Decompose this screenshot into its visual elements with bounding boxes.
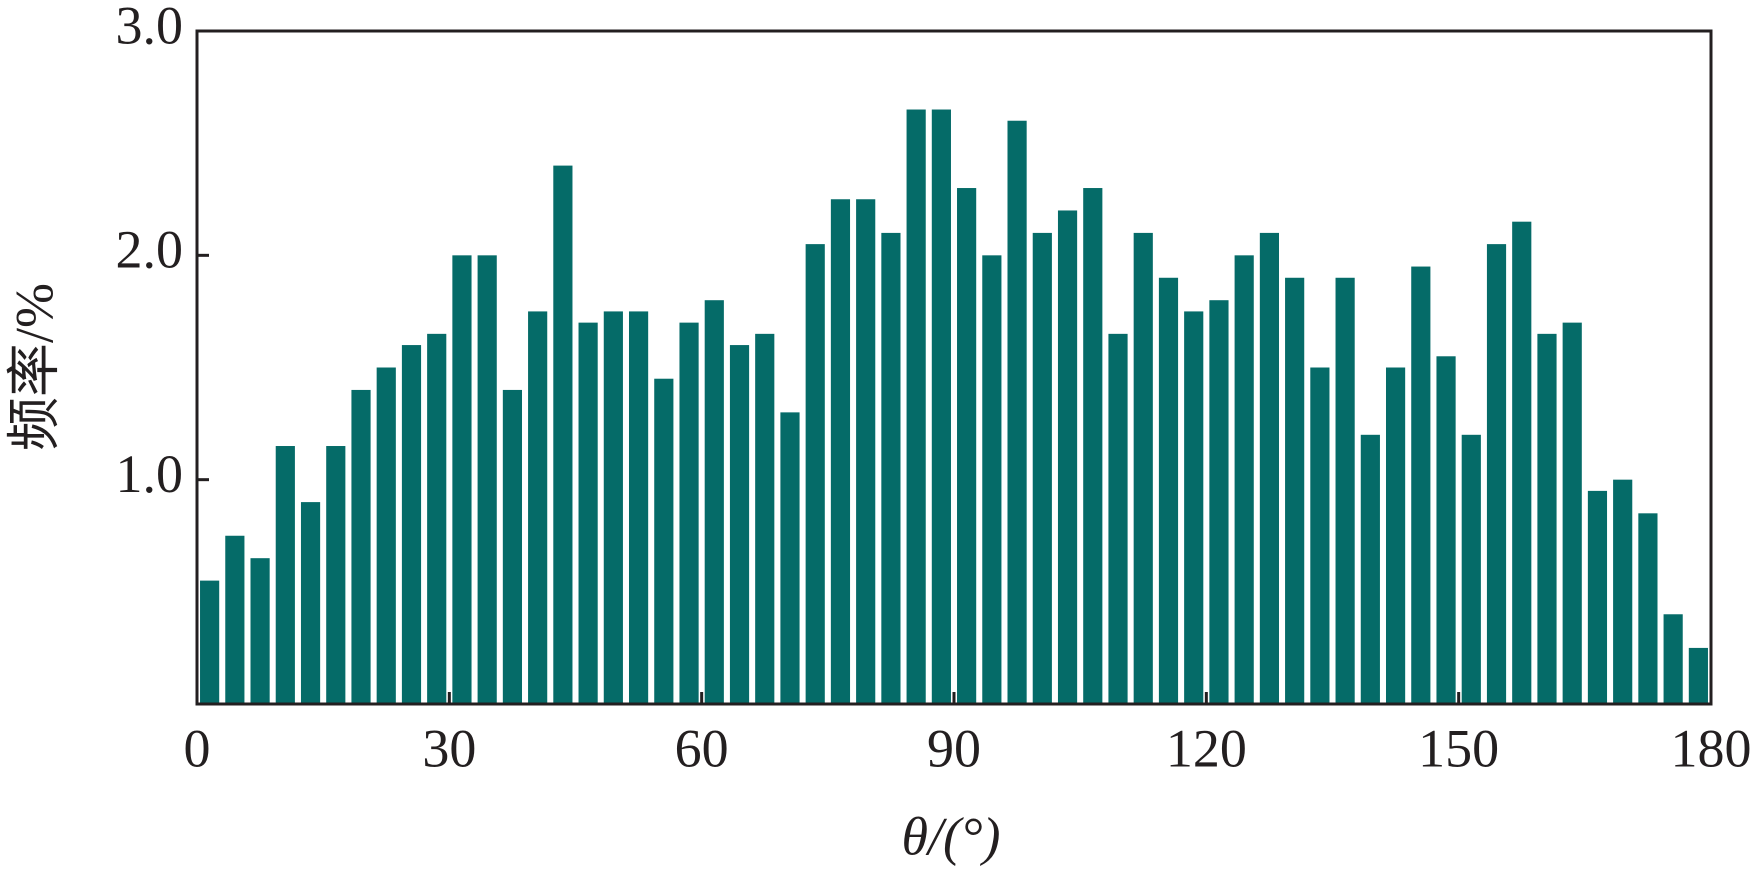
bar [477,255,497,705]
bar [755,333,775,704]
bar [729,345,750,704]
bar [982,255,1002,705]
bar [1537,333,1557,704]
bar [1108,333,1128,704]
bar [1360,434,1380,704]
bar [502,389,523,704]
bar [957,188,977,705]
bar [376,367,396,704]
bar [654,378,674,704]
bar [931,109,951,705]
bar [1688,647,1708,704]
bar [1587,490,1608,704]
bar [351,389,371,704]
bar [528,311,548,704]
bar [881,232,901,704]
bar [1234,255,1254,705]
bar [578,322,598,704]
bar [1209,300,1229,704]
bar [1310,367,1330,704]
bar [1663,614,1683,704]
bar [1184,311,1204,704]
bar [679,322,699,704]
plot-frame [195,29,1713,706]
bar [452,255,472,705]
bar [1613,479,1633,704]
bar [1158,277,1179,704]
x-tick-label: 90 [927,718,981,778]
bar [1032,232,1052,704]
bar [1411,266,1431,704]
bar [1335,277,1355,704]
bar [906,109,926,705]
y-axis-label: 频率/% [4,283,64,451]
bar [1007,120,1027,704]
bar [275,446,295,704]
bar [326,446,346,704]
bar [427,333,447,704]
x-tick-label: 30 [422,718,476,778]
bar [805,244,825,704]
bar [1133,232,1153,704]
x-tick-label: 0 [184,718,211,778]
y-tick-label: 1.0 [116,444,184,504]
bar [1562,322,1582,704]
bar [603,311,623,704]
x-tick-label: 60 [675,718,729,778]
bar [1057,210,1078,704]
bar [856,199,876,704]
y-tick-label: 3.0 [116,0,184,55]
bar [1486,244,1507,704]
bar [1083,188,1103,705]
bar [1638,513,1658,704]
bar [830,199,851,704]
x-tick-label: 120 [1166,718,1247,778]
bar [1385,367,1406,704]
y-tick-label: 2.0 [116,220,184,280]
bar [1259,232,1280,704]
x-tick-label: 180 [1671,718,1752,778]
x-axis-label: θ/(°) [901,806,1000,866]
bar [1436,356,1456,704]
bar [401,345,422,704]
bar [200,580,220,704]
bar [300,502,321,704]
bar [704,300,724,704]
bar [780,412,800,704]
bar [628,311,649,704]
bar [250,558,270,704]
x-tick-label: 150 [1418,718,1499,778]
bar [225,535,245,704]
bar [553,165,573,705]
bar [1461,434,1481,704]
bar [1512,221,1532,704]
bar [1285,277,1305,704]
